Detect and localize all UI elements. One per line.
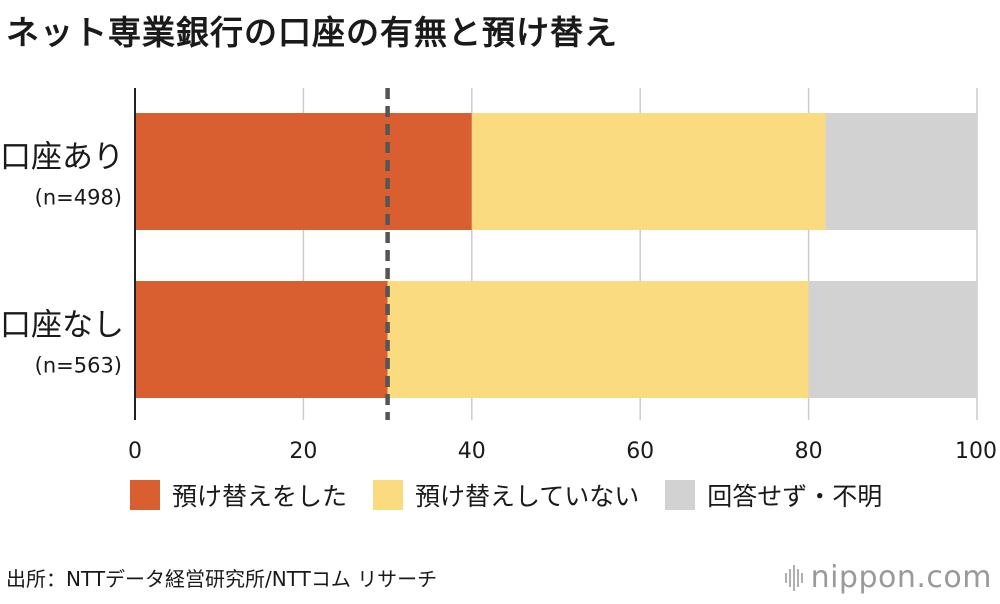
axes <box>134 88 390 420</box>
bar-segment <box>471 113 826 230</box>
legend-label: 預け替えをした <box>172 482 348 511</box>
category-label: 口座あり <box>0 140 124 176</box>
brand-logo: nippon.com <box>784 560 992 595</box>
category-label: 口座なし <box>0 308 124 344</box>
x-tick-label: 20 <box>289 439 317 464</box>
legend-swatch <box>373 480 404 510</box>
legend-swatch <box>665 480 696 510</box>
legend-label: 預け替えしていない <box>415 482 640 511</box>
x-tick-label: 40 <box>458 439 486 464</box>
legend: 預け替えをした 預け替えしていない 回答せず・不明 <box>130 478 908 512</box>
category-sublabel: (n=563) <box>35 354 122 378</box>
source-note: 出所：NTTデータ経営研究所/NTTコム リサーチ <box>6 567 438 591</box>
x-tick-label: 80 <box>795 439 823 464</box>
legend-item: 預け替えをした <box>130 477 347 513</box>
bar-segment <box>825 113 977 230</box>
x-tick-label: 0 <box>128 439 142 464</box>
category-sublabel: (n=498) <box>35 186 122 210</box>
brand-logo-text: nippon.com <box>810 560 992 595</box>
bar-segment <box>808 281 977 398</box>
legend-swatch <box>130 480 160 510</box>
bar-segment <box>135 113 472 230</box>
bar-segment <box>387 281 809 398</box>
legend-label: 回答せず・不明 <box>707 482 883 511</box>
chart-title: ネット専業銀行の口座の有無と預け替え <box>6 13 618 52</box>
bar-segment <box>135 281 388 398</box>
legend-item: 回答せず・不明 <box>665 477 882 513</box>
legend-item: 預け替えしていない <box>373 477 639 513</box>
bars <box>135 113 977 398</box>
x-tick-label: 60 <box>626 439 654 464</box>
x-tick-label: 100 <box>955 439 997 464</box>
logo-bars-icon <box>784 564 805 591</box>
